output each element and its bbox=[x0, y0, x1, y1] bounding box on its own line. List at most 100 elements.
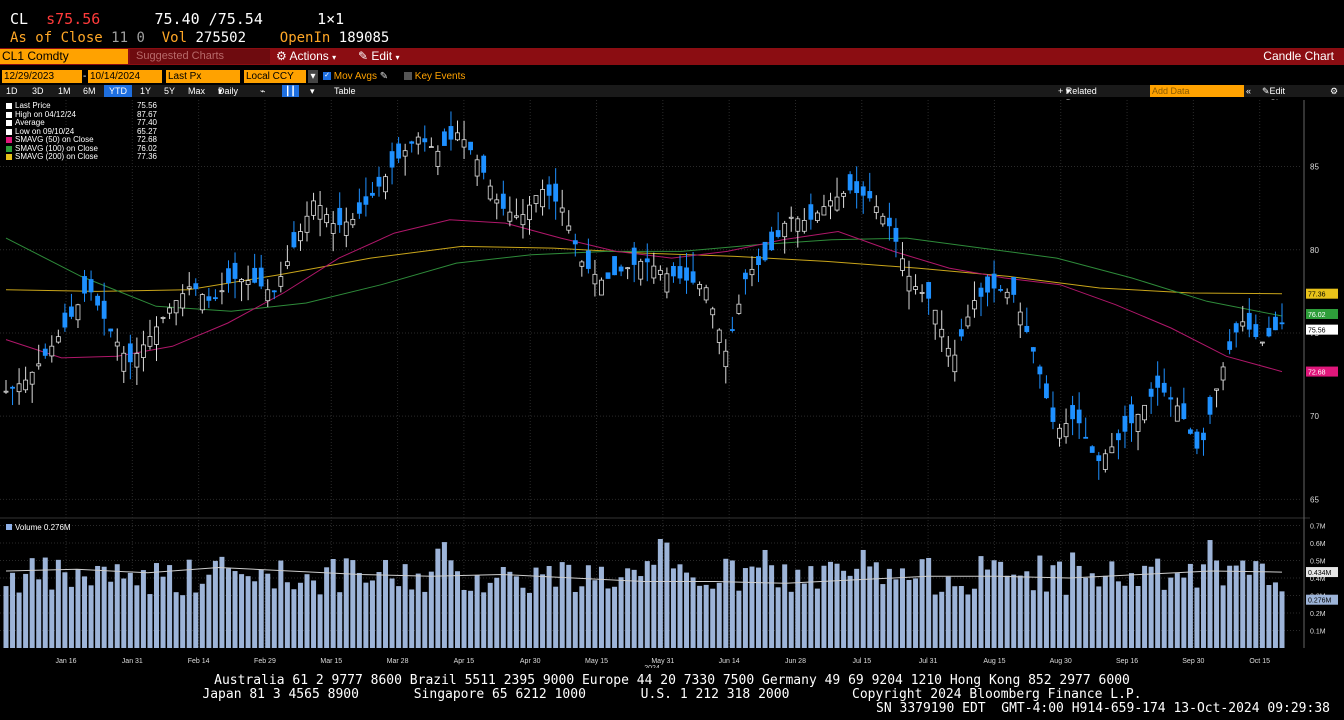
volume-bar bbox=[749, 566, 755, 648]
volume-bar bbox=[1233, 565, 1239, 648]
range-5y[interactable]: 5Y bbox=[164, 86, 176, 96]
volume-bar bbox=[769, 565, 775, 648]
candle-body bbox=[206, 296, 212, 301]
actions-menu[interactable]: ⚙ Actions ▾ bbox=[276, 49, 336, 65]
volume-bar bbox=[559, 562, 565, 648]
table-button[interactable]: Table bbox=[334, 86, 356, 96]
currency-dropdown-icon[interactable]: ▾ bbox=[308, 70, 318, 83]
candle-body bbox=[199, 294, 205, 311]
candle-chart-icon[interactable]: ┃┃ bbox=[282, 85, 299, 97]
volume-bar bbox=[971, 588, 977, 648]
price-panel bbox=[0, 100, 1300, 516]
volume-bar bbox=[860, 549, 866, 648]
candle-body bbox=[788, 216, 794, 219]
security-field[interactable]: CL1 Comdty bbox=[0, 49, 128, 64]
volume-bar bbox=[788, 591, 794, 648]
candle-body bbox=[1037, 366, 1043, 375]
candle-body bbox=[252, 267, 258, 283]
candle-body bbox=[952, 354, 958, 373]
chart-axes: 65707580850.1M0.2M0.3M0.4M0.5M0.6M0.7MJa… bbox=[55, 100, 1338, 668]
volume-bar bbox=[134, 585, 140, 648]
collapse-icon[interactable]: « bbox=[1246, 86, 1252, 96]
sma100-tag-bg bbox=[1306, 308, 1338, 319]
volume-average-tag-bg bbox=[1306, 567, 1338, 578]
candle-body bbox=[612, 256, 617, 276]
candle-body bbox=[664, 273, 670, 293]
volume-bar bbox=[710, 588, 716, 648]
candle-body bbox=[291, 232, 297, 248]
volume-bar bbox=[16, 592, 22, 648]
volume-bar bbox=[867, 566, 873, 648]
range-ytd[interactable]: YTD bbox=[104, 85, 132, 97]
range-1y[interactable]: 1Y bbox=[140, 86, 152, 96]
candle-body bbox=[1076, 409, 1082, 424]
footer-contacts-1: Australia 61 2 9777 8600 Brazil 5511 239… bbox=[214, 673, 1130, 688]
trade-size: 1×1 bbox=[317, 10, 345, 28]
volume-bar bbox=[932, 594, 938, 648]
volume-bar bbox=[239, 574, 245, 648]
volume-bar bbox=[579, 586, 585, 648]
candle-body bbox=[1227, 341, 1233, 350]
candle-body bbox=[474, 159, 480, 177]
volume-bar bbox=[271, 588, 277, 648]
candle-body bbox=[101, 300, 107, 319]
volume-bar bbox=[834, 563, 840, 648]
end-date-field[interactable]: 10/14/2024 bbox=[88, 70, 162, 83]
volume-bar bbox=[854, 568, 860, 648]
volume-bar bbox=[1187, 563, 1193, 648]
candle-body bbox=[1220, 366, 1226, 381]
settings-gear-icon[interactable]: ⚙ bbox=[1330, 86, 1339, 96]
candle-body bbox=[926, 282, 932, 299]
period-selector[interactable]: Daily ▾ bbox=[218, 86, 239, 96]
candle-body bbox=[29, 371, 35, 385]
volume-bar bbox=[68, 586, 74, 648]
start-date-field[interactable]: 12/29/2023 bbox=[2, 70, 82, 83]
date-tick-label: Mar 15 bbox=[320, 658, 342, 665]
range-1d[interactable]: 1D bbox=[6, 86, 18, 96]
volume-bar bbox=[108, 581, 114, 648]
volume-bar bbox=[801, 583, 807, 648]
mov-avgs-toggle[interactable]: ✓ Mov Avgs ✎ bbox=[323, 70, 388, 83]
date-tick-label: Jan 31 bbox=[122, 658, 143, 665]
volume-bar bbox=[592, 580, 598, 648]
volume-bar bbox=[49, 589, 55, 648]
candle-body bbox=[226, 268, 231, 284]
range-6m[interactable]: 6M bbox=[83, 86, 96, 96]
volume-bar bbox=[245, 576, 251, 648]
candle-body bbox=[762, 241, 768, 261]
chart-style-dropdown-icon[interactable]: ▾ bbox=[310, 86, 315, 96]
candle-body bbox=[55, 336, 61, 343]
range-3d[interactable]: 3D bbox=[32, 86, 44, 96]
candle-body bbox=[684, 267, 689, 281]
candle-body bbox=[723, 350, 729, 368]
volume-bar bbox=[311, 580, 317, 648]
candle-body bbox=[880, 215, 886, 225]
currency-selector[interactable]: Local CCY bbox=[244, 70, 306, 83]
range-1m[interactable]: 1M bbox=[58, 86, 71, 96]
volume-bar bbox=[572, 591, 578, 648]
volume-last-tag: 0.276M bbox=[1308, 598, 1332, 605]
candle-body bbox=[671, 265, 676, 277]
date-tick-label: Sep 16 bbox=[1116, 658, 1138, 665]
volume-bar bbox=[775, 587, 781, 648]
date-tick-label: Feb 29 bbox=[254, 658, 276, 665]
candle-body bbox=[1279, 322, 1285, 325]
key-events-label: Key Events bbox=[414, 71, 466, 82]
volume-bar bbox=[363, 582, 369, 648]
suggested-charts-button[interactable]: Suggested Charts bbox=[130, 49, 270, 64]
range-max[interactable]: Max bbox=[188, 86, 206, 96]
key-events-toggle[interactable]: Key Events bbox=[404, 70, 465, 83]
candle-body bbox=[1083, 436, 1089, 439]
line-chart-icon[interactable]: ⌁ bbox=[260, 86, 266, 96]
volume-bar bbox=[435, 548, 441, 648]
legend-swatch bbox=[6, 137, 12, 144]
volume-bar bbox=[644, 561, 650, 648]
candle-chart[interactable]: 65707580850.1M0.2M0.3M0.4M0.5M0.6M0.7MJa… bbox=[0, 98, 1344, 668]
edit-chart-button[interactable]: ✎ Edit Chart bbox=[1262, 85, 1292, 108]
volume-bar bbox=[507, 571, 513, 648]
edit-menu[interactable]: ✎ Edit ▾ bbox=[358, 49, 399, 65]
volume-legend-label: Volume 0.276M bbox=[15, 523, 71, 532]
add-data-input[interactable]: Add Data bbox=[1150, 85, 1244, 97]
field-selector[interactable]: Last Px bbox=[166, 70, 240, 83]
related-data-button[interactable]: + Related Data ▾ bbox=[1058, 85, 1097, 108]
